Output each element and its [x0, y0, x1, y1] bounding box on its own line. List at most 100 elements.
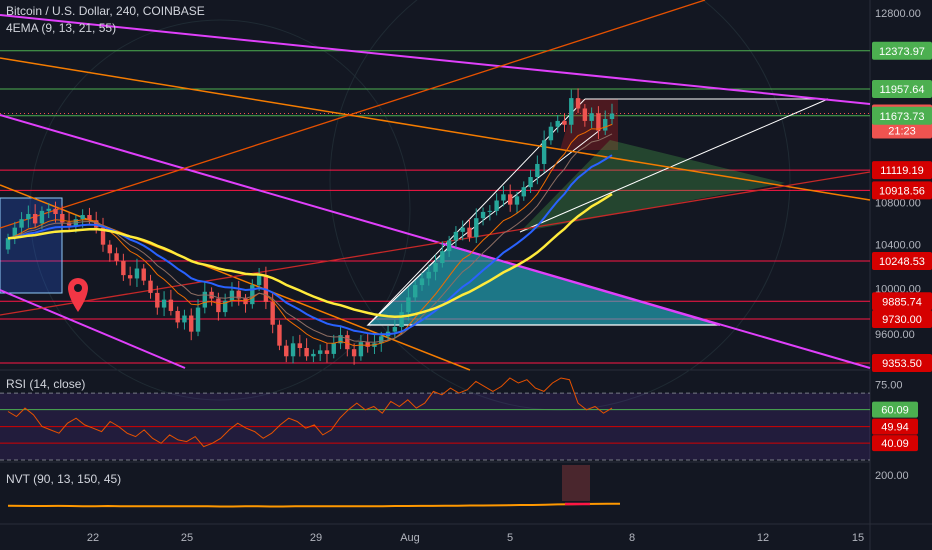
rsi-tick-label: 75.00 [875, 380, 903, 392]
candle [127, 275, 133, 279]
candle [202, 291, 208, 308]
price-level-badge [872, 252, 932, 271]
candle [582, 108, 588, 121]
candle [474, 218, 479, 238]
candle [392, 327, 398, 332]
candle [480, 211, 486, 219]
candle [134, 268, 140, 279]
candle [433, 263, 438, 272]
candle [168, 299, 174, 311]
trendlines [0, 0, 871, 371]
candle [60, 213, 65, 223]
candle [399, 312, 404, 328]
candle [121, 260, 126, 276]
countdown-badge [872, 122, 932, 139]
candle [358, 342, 364, 357]
time-tick-label: 29 [310, 532, 322, 544]
nvt-legend: NVT (90, 13, 150, 45) [6, 472, 122, 486]
candle [379, 336, 384, 344]
price-level-badge [872, 292, 932, 311]
candle [521, 187, 526, 197]
candle [236, 290, 241, 299]
price-level-value: 9885.74 [882, 296, 922, 308]
candle [548, 126, 554, 141]
candle [19, 219, 24, 228]
price-level-value: 11119.19 [880, 165, 923, 177]
candle [26, 213, 31, 220]
candle [514, 196, 520, 205]
candle [331, 343, 336, 354]
magenta-trendline [0, 14, 871, 105]
time-tick-label: 22 [87, 532, 99, 544]
rsi-level-value: 40.09 [881, 438, 909, 450]
ema-21-line [7, 154, 613, 336]
candle [494, 200, 499, 211]
candle [596, 113, 601, 131]
candle [216, 298, 221, 313]
candle [467, 227, 472, 238]
candle [569, 98, 574, 125]
candle [575, 98, 581, 109]
candle [87, 215, 92, 221]
candle [66, 222, 72, 226]
map-pin-icon [68, 278, 88, 312]
candle [528, 177, 533, 188]
red-box [560, 99, 618, 150]
candle [589, 113, 594, 121]
nvt-tick-label: 200.00 [875, 470, 909, 482]
candle [100, 227, 106, 245]
time-tick-label: 25 [181, 532, 193, 544]
indicator-legend: 4EMA (9, 13, 21, 55) [6, 21, 117, 35]
time-tick-label: 15 [852, 532, 864, 544]
candle [148, 280, 153, 293]
candle [535, 163, 540, 178]
candle [304, 348, 309, 357]
nvt-line [7, 502, 620, 508]
candle [541, 140, 547, 164]
price-level-badge [872, 309, 932, 328]
candle [562, 120, 567, 125]
candle [229, 290, 235, 301]
orange-trendline [0, 57, 871, 201]
candle [508, 194, 513, 205]
nvt-highlight [562, 465, 590, 501]
candle [161, 299, 167, 308]
price-level-value: 10248.53 [879, 256, 925, 268]
candle [290, 343, 296, 357]
blue-range-box [0, 197, 63, 294]
price-level-badge [872, 106, 932, 125]
rsi-level-badge [872, 435, 918, 452]
candle [53, 208, 58, 214]
candle [351, 349, 357, 357]
candle [446, 240, 452, 252]
orange-red-trendline [0, 0, 706, 229]
price-level-badge [872, 181, 932, 200]
rsi-level-value: 49.94 [881, 422, 909, 434]
price-level-badge [872, 161, 932, 180]
price-tick-label: 9600.00 [875, 329, 915, 341]
price-tick-label: 12800.00 [875, 8, 921, 20]
candle [345, 335, 350, 350]
decor-circle [29, 19, 411, 401]
candle [501, 194, 506, 201]
rsi-line [7, 377, 613, 448]
ema-55-line [7, 193, 613, 319]
magenta-trendline [0, 289, 186, 369]
price-level-value: 12373.97 [879, 46, 925, 58]
candle [107, 244, 112, 254]
wedge-line [519, 98, 829, 233]
candle [32, 213, 38, 224]
candle [5, 238, 11, 250]
candle [141, 268, 146, 281]
candle [12, 227, 17, 239]
candle [412, 285, 418, 298]
price-level-value: 11673.73 [879, 111, 924, 123]
candle [39, 210, 45, 224]
countdown-value: 21:23 [888, 126, 916, 138]
candle [311, 353, 316, 357]
candle [155, 292, 160, 308]
candle [256, 275, 262, 286]
price-level-badge [872, 354, 932, 372]
time-tick-label: Aug [400, 532, 420, 544]
